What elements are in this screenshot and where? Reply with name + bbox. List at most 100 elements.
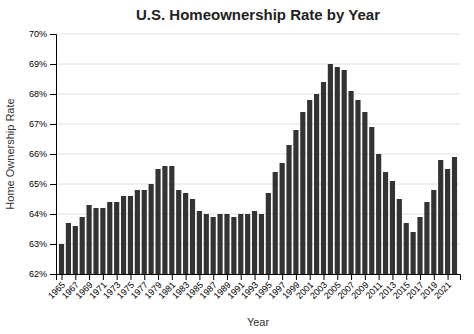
y-tick-mark [50,154,56,155]
x-tick-mark [434,274,435,280]
x-tick-mark [365,274,366,280]
grid-line [56,64,460,65]
bar [176,190,181,274]
bar [183,193,188,274]
bar [355,100,360,274]
y-tick: 63% [29,239,56,249]
title: U.S. Homeownership Rate by Year [136,6,380,23]
bar [293,130,298,274]
x-axis: 1965196719691971197319751977197919811983… [46,274,460,301]
x-tick-mark [89,274,90,280]
bar [383,172,388,274]
bar [369,127,374,274]
x-tick-mark [268,274,269,280]
bar [431,190,436,274]
bar [397,199,402,274]
x-tick-mark [199,274,200,280]
x-axis-line [57,275,461,281]
x-tick-mark [75,274,76,280]
y-axis-line [50,35,57,275]
y-tick-mark [50,34,56,35]
bar [135,190,140,274]
chart: 1965196719691971197319751977197919811983… [0,0,474,334]
y-tick-label: 62% [29,269,47,279]
bar [424,202,429,274]
grid-line [56,94,460,95]
x-tick-label: 2021 [432,280,453,301]
x-tick-mark [103,274,104,280]
bar [142,190,147,274]
x-tick-mark [255,274,256,280]
grid-line [56,184,460,185]
grid [56,34,460,274]
bar [245,214,250,274]
x-axis-title: Year [247,316,270,328]
bar [411,232,416,274]
y-axis: 62%63%64%65%66%67%68%69%70% [29,29,57,279]
bar [73,226,78,274]
bar [211,217,216,274]
y-tick: 65% [29,179,56,189]
y-tick-label: 68% [29,89,47,99]
bar [217,214,222,274]
y-tick-mark [50,184,56,185]
y-tick-label: 64% [29,209,47,219]
bar [335,67,340,274]
y-tick-mark [50,94,56,95]
bar [321,82,326,274]
bar [224,214,229,274]
bar [190,199,195,274]
x-tick-mark [213,274,214,280]
grid-line [56,154,460,155]
bar [452,157,457,274]
bar [93,208,98,274]
y-tick-mark [50,214,56,215]
bar [128,196,133,274]
x-tick-mark [227,274,228,280]
y-tick-label: 67% [29,119,47,129]
x-tick-mark [296,274,297,280]
x-tick-mark [310,274,311,280]
bar [286,145,291,274]
bar [121,196,126,274]
bar [231,217,236,274]
bar [328,64,333,274]
bar [266,193,271,274]
x-tick-mark [241,274,242,280]
bar [87,205,92,274]
bar [238,214,243,274]
x-tick: 2021 [432,274,453,301]
x-tick-mark [186,274,187,280]
bar [342,70,347,274]
y-tick-label: 69% [29,59,47,69]
bar [417,217,422,274]
x-tick-mark [144,274,145,280]
bar [259,214,264,274]
y-axis-title: Home Ownership Rate [4,98,16,209]
y-tick-label: 70% [29,29,47,39]
bar [66,223,71,274]
bar [280,163,285,274]
bar [314,94,319,274]
bar [80,217,85,274]
x-tick-mark [323,274,324,280]
x-tick-mark [62,274,63,280]
y-tick-mark [50,274,56,275]
bar [404,223,409,274]
bar [169,166,174,274]
bar [445,169,450,274]
x-tick-mark [158,274,159,280]
bar [362,112,367,274]
bar [300,112,305,274]
x-tick-mark [392,274,393,280]
y-tick: 64% [29,209,56,219]
bar [307,100,312,274]
x-tick-mark [420,274,421,280]
bar [100,208,105,274]
x-tick-mark [379,274,380,280]
x-tick-mark [337,274,338,280]
x-tick-mark [130,274,131,280]
bar [59,244,64,274]
x-tick-mark [117,274,118,280]
bar [390,181,395,274]
